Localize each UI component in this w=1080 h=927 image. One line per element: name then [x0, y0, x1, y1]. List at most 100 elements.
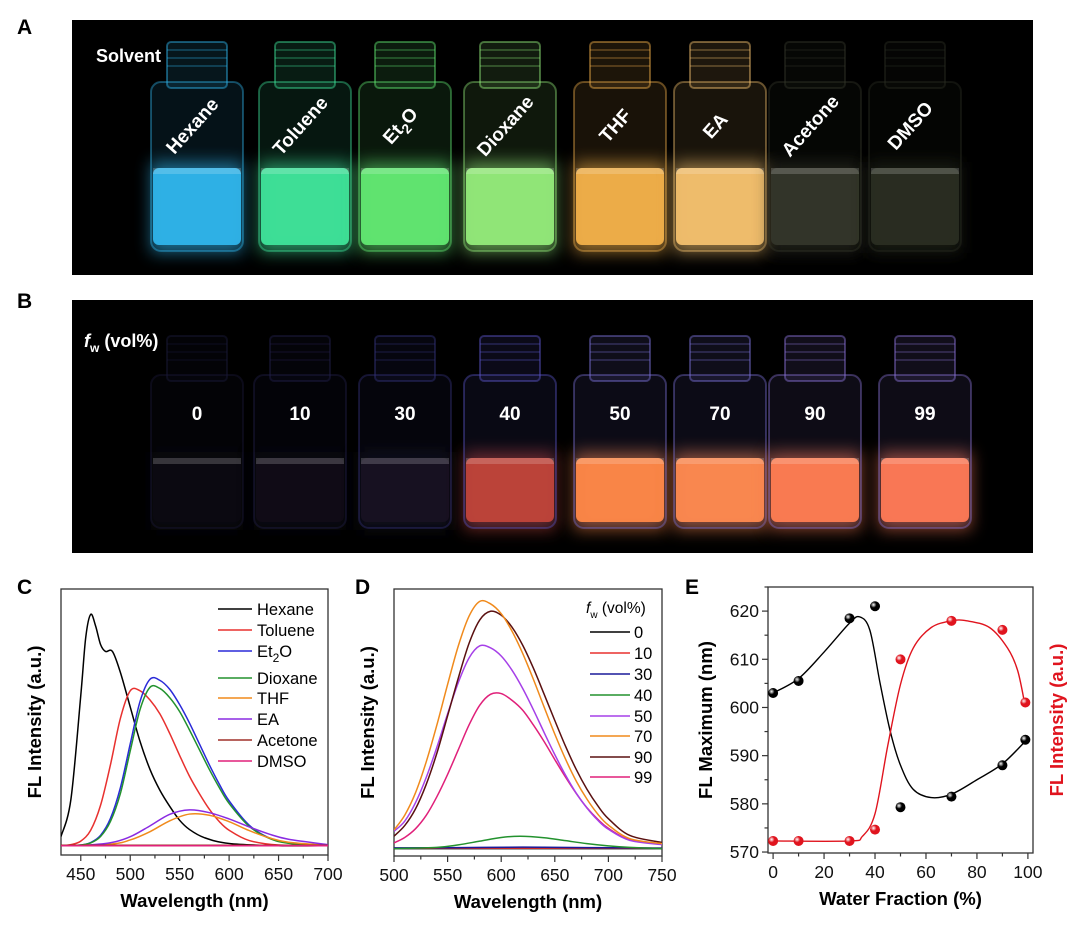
liquid-meniscus — [466, 168, 554, 174]
legend-title-f: f — [586, 600, 592, 617]
vial: 10 — [253, 335, 347, 530]
vial-label-text: 30 — [394, 404, 415, 425]
series-line-thf — [61, 812, 328, 847]
x-tick-label: 450 — [66, 864, 95, 884]
vial-neck — [166, 41, 228, 89]
data-point-intensity — [768, 835, 779, 846]
y-axis-label: FL Intensity (a.u.) — [357, 646, 378, 799]
vial: Dioxane — [463, 41, 557, 253]
panel-label-d: D — [355, 576, 371, 599]
data-point-intensity — [895, 654, 906, 665]
vial: Toluene — [258, 41, 352, 253]
series-line-99 — [394, 692, 662, 845]
legend-title-rest: (vol%) — [598, 600, 646, 617]
vial: Acetone — [768, 41, 862, 253]
series-line-dioxane — [61, 684, 328, 847]
vial-label: 10 — [289, 404, 310, 425]
x-tick-label: 20 — [814, 862, 834, 882]
legend-entry: 0 — [634, 624, 643, 642]
y-tick-label: 580 — [730, 794, 759, 814]
vial-neck — [374, 335, 436, 382]
legend-entry: Toluene — [257, 622, 315, 640]
vial: 90 — [768, 335, 862, 530]
vial-neck — [479, 41, 541, 89]
x-tick-label: 600 — [215, 864, 244, 884]
vial-label-text: 70 — [709, 404, 730, 425]
legend-entry: Et2O — [257, 643, 292, 665]
vial-liquid — [256, 458, 344, 522]
vial-liquid — [676, 458, 764, 522]
vial: 70 — [673, 335, 767, 530]
vial-neck — [166, 335, 228, 382]
x-tick-label: 650 — [540, 865, 569, 885]
legend-title-subscript: w — [589, 610, 598, 621]
vial-liquid — [676, 168, 764, 245]
y-axis-label: FL Maximum (nm) — [695, 641, 716, 799]
vial-neck — [894, 335, 956, 382]
vial-label: 0 — [192, 404, 203, 425]
legend-entry-subscript: 2 — [273, 651, 280, 665]
panel-label-a: A — [17, 16, 33, 39]
y-tick-label: 570 — [730, 842, 759, 862]
vial: DMSO — [868, 41, 962, 253]
legend-entry: 90 — [634, 749, 652, 767]
liquid-meniscus — [153, 168, 241, 174]
vial-neck — [374, 41, 436, 89]
vial-label: 50 — [609, 404, 630, 425]
vial: 50 — [573, 335, 667, 530]
legend-entry: EA — [257, 711, 279, 729]
x-tick-label: 700 — [313, 864, 342, 884]
legend-entry: DMSO — [257, 753, 307, 771]
legend-entry: 10 — [634, 645, 652, 663]
series-line-70 — [394, 599, 662, 845]
vial: Hexane — [150, 41, 244, 253]
data-point-intensity — [793, 835, 804, 846]
data-point-maximum — [870, 601, 881, 612]
data-point-maximum — [793, 675, 804, 686]
vial-neck — [589, 335, 651, 382]
vial-liquid — [153, 458, 241, 522]
series-line-30 — [394, 846, 662, 849]
vial-neck — [274, 41, 336, 89]
y-tick-label: 610 — [730, 649, 759, 669]
series-line-ea — [61, 809, 328, 847]
x-axis-label: Water Fraction (%) — [819, 888, 982, 909]
data-point-intensity — [844, 835, 855, 846]
vial-neck — [884, 41, 946, 89]
y-tick-label: 620 — [730, 601, 759, 621]
liquid-meniscus — [676, 168, 764, 174]
vial-label: 99 — [914, 404, 935, 425]
x-tick-label: 700 — [594, 865, 623, 885]
vial-liquid — [576, 458, 664, 522]
vial: Et2O — [358, 41, 452, 253]
legend-entry-text: O — [279, 643, 292, 661]
liquid-meniscus — [771, 458, 859, 464]
vial-liquid — [361, 168, 449, 245]
chart-e: 0 20 40 60 80 100 570 580 590 600 610 620 Water Frac… — [695, 586, 1067, 909]
title-f: f — [84, 331, 92, 351]
panel-label-e: E — [685, 576, 700, 599]
y-axis-label: FL Intensity (a.u.) — [24, 646, 45, 799]
x-tick-label: 0 — [768, 862, 778, 882]
legend-entry: Hexane — [257, 601, 314, 619]
x-tick-label: 500 — [116, 864, 145, 884]
vial: 0 — [150, 335, 244, 530]
x-tick-label: 550 — [165, 864, 194, 884]
liquid-meniscus — [576, 458, 664, 464]
vial: 30 — [358, 335, 452, 530]
liquid-meniscus — [261, 168, 349, 174]
data-point-maximum — [768, 688, 779, 699]
vial-neck — [689, 41, 751, 89]
data-point-maximum — [844, 613, 855, 624]
vial-liquid — [881, 458, 969, 522]
x-axis-label: Wavelength (nm) — [454, 891, 602, 912]
x-tick-label: 80 — [967, 862, 987, 882]
y-tick-label: 590 — [730, 746, 759, 766]
legend-entry: 50 — [634, 708, 652, 726]
x-tick-label: 60 — [916, 862, 936, 882]
title-rest: (vol%) — [99, 331, 158, 351]
data-point-maximum — [895, 802, 906, 813]
legend-entry: Acetone — [257, 732, 318, 750]
data-point-maximum — [997, 760, 1008, 771]
